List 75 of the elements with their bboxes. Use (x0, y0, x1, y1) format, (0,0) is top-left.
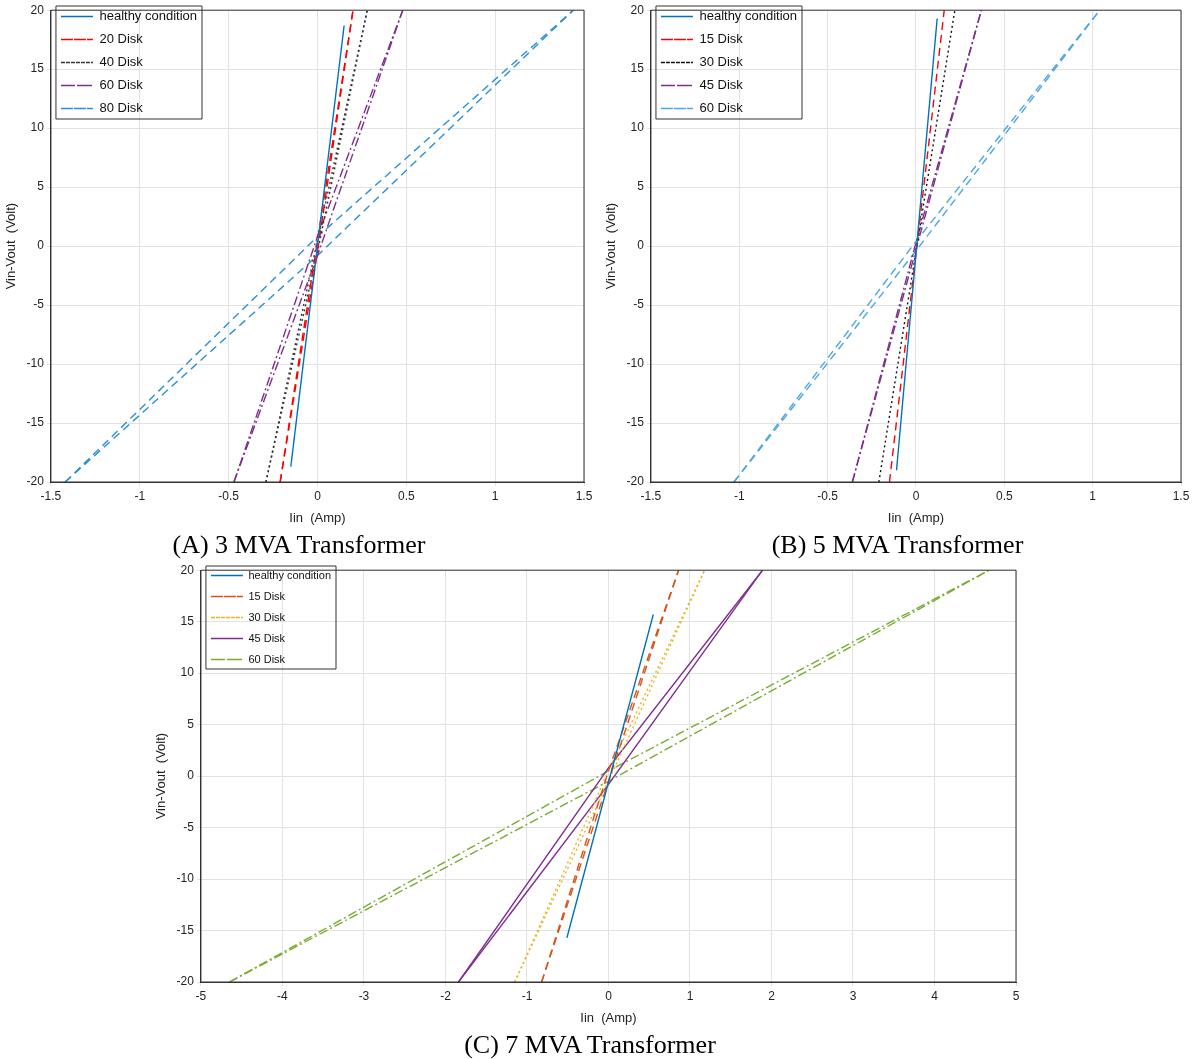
y-tick-label: -15 (26, 415, 45, 430)
legend-label: 45 Disk (699, 77, 744, 93)
y-tick-label: -15 (176, 922, 195, 937)
y-tick-label: -10 (26, 356, 45, 371)
x-tick-label: 5 (1012, 988, 1020, 1003)
legend-label: 30 Disk (699, 54, 744, 70)
y-tick-label: 10 (180, 665, 195, 680)
legend-label: 60 Disk (699, 100, 744, 116)
legend-label: 40 Disk (99, 54, 144, 70)
y-tick-label: 15 (630, 61, 645, 76)
y-tick-label: -15 (626, 415, 645, 430)
legend-label: 60 Disk (248, 652, 286, 665)
x-tick-label: 1.5 (575, 488, 593, 503)
y-tick-label: 5 (37, 179, 45, 194)
x-axis-title: Iin (Amp) (887, 509, 945, 525)
legend-label: 45 Disk (248, 631, 286, 644)
legend-label: healthy condition (699, 8, 798, 24)
y-tick-label: 0 (187, 768, 195, 783)
x-tick-label: -0.5 (817, 488, 839, 503)
y-tick-label: 20 (630, 2, 645, 17)
y-tick-label: -10 (176, 871, 195, 886)
y-tick-label: 5 (187, 716, 195, 731)
x-tick-label: -1.5 (40, 488, 62, 503)
legend-label: 20 Disk (99, 31, 144, 47)
y-tick-label: -20 (176, 974, 195, 989)
legend-label: 30 Disk (248, 610, 286, 623)
y-tick-label: 20 (30, 2, 45, 17)
x-tick-label: -1 (134, 488, 146, 503)
x-tick-label: 1.5 (1172, 488, 1190, 503)
text: (A) 3 MVA Transformer (171, 530, 427, 560)
x-tick-label: 0.5 (397, 488, 415, 503)
x-tick-label: 2 (768, 988, 776, 1003)
y-tick-label: 0 (637, 238, 645, 253)
y-tick-label: 15 (180, 613, 195, 628)
x-tick-label: -2 (440, 988, 452, 1003)
x-tick-label: 0 (912, 488, 920, 503)
x-tick-label: 0.5 (995, 488, 1013, 503)
y-tick-label: 15 (30, 61, 45, 76)
legend-label: 15 Disk (699, 31, 744, 47)
x-tick-label: -1 (521, 988, 533, 1003)
y-axis-title: Vin-Vout (Volt) (153, 732, 169, 820)
y-tick-label: -20 (626, 474, 645, 489)
y-tick-label: -20 (26, 474, 45, 489)
x-tick-label: 0 (314, 488, 322, 503)
x-tick-label: -1 (733, 488, 745, 503)
legend-label: healthy condition (248, 568, 332, 581)
x-tick-label: 0 (605, 988, 613, 1003)
y-tick-label: 0 (37, 238, 45, 253)
y-tick-label: 5 (637, 179, 645, 194)
legend-label: 60 Disk (99, 77, 144, 93)
y-tick-label: 10 (630, 120, 645, 135)
text: (C) 7 MVA Transformer (463, 1030, 717, 1059)
y-tick-label: 10 (30, 120, 45, 135)
x-tick-label: 1 (491, 488, 499, 503)
x-tick-label: 3 (849, 988, 857, 1003)
y-tick-label: -5 (183, 819, 195, 834)
x-tick-label: -1.5 (640, 488, 662, 503)
x-tick-label: -4 (277, 988, 289, 1003)
legend-label: 15 Disk (248, 589, 286, 602)
x-tick-label: 4 (931, 988, 939, 1003)
x-axis-title: Iin (Amp) (289, 509, 346, 525)
x-tick-label: -3 (358, 988, 370, 1003)
x-tick-label: 1 (686, 988, 694, 1003)
y-axis-title: Vin-Vout (Volt) (3, 202, 19, 290)
legend-label: healthy condition (99, 8, 198, 24)
y-tick-label: -5 (33, 297, 45, 312)
x-axis-title: Iin (Amp) (580, 1009, 637, 1025)
y-axis-title: Vin-Vout (Volt) (603, 202, 619, 290)
y-tick-label: -10 (626, 356, 645, 371)
x-tick-label: -0.5 (218, 488, 240, 503)
x-tick-label: 1 (1089, 488, 1097, 503)
legend-label: 80 Disk (99, 100, 144, 116)
y-tick-label: -5 (633, 297, 645, 312)
y-tick-label: 20 (180, 562, 195, 577)
text: (B) 5 MVA Transformer (770, 530, 1025, 560)
